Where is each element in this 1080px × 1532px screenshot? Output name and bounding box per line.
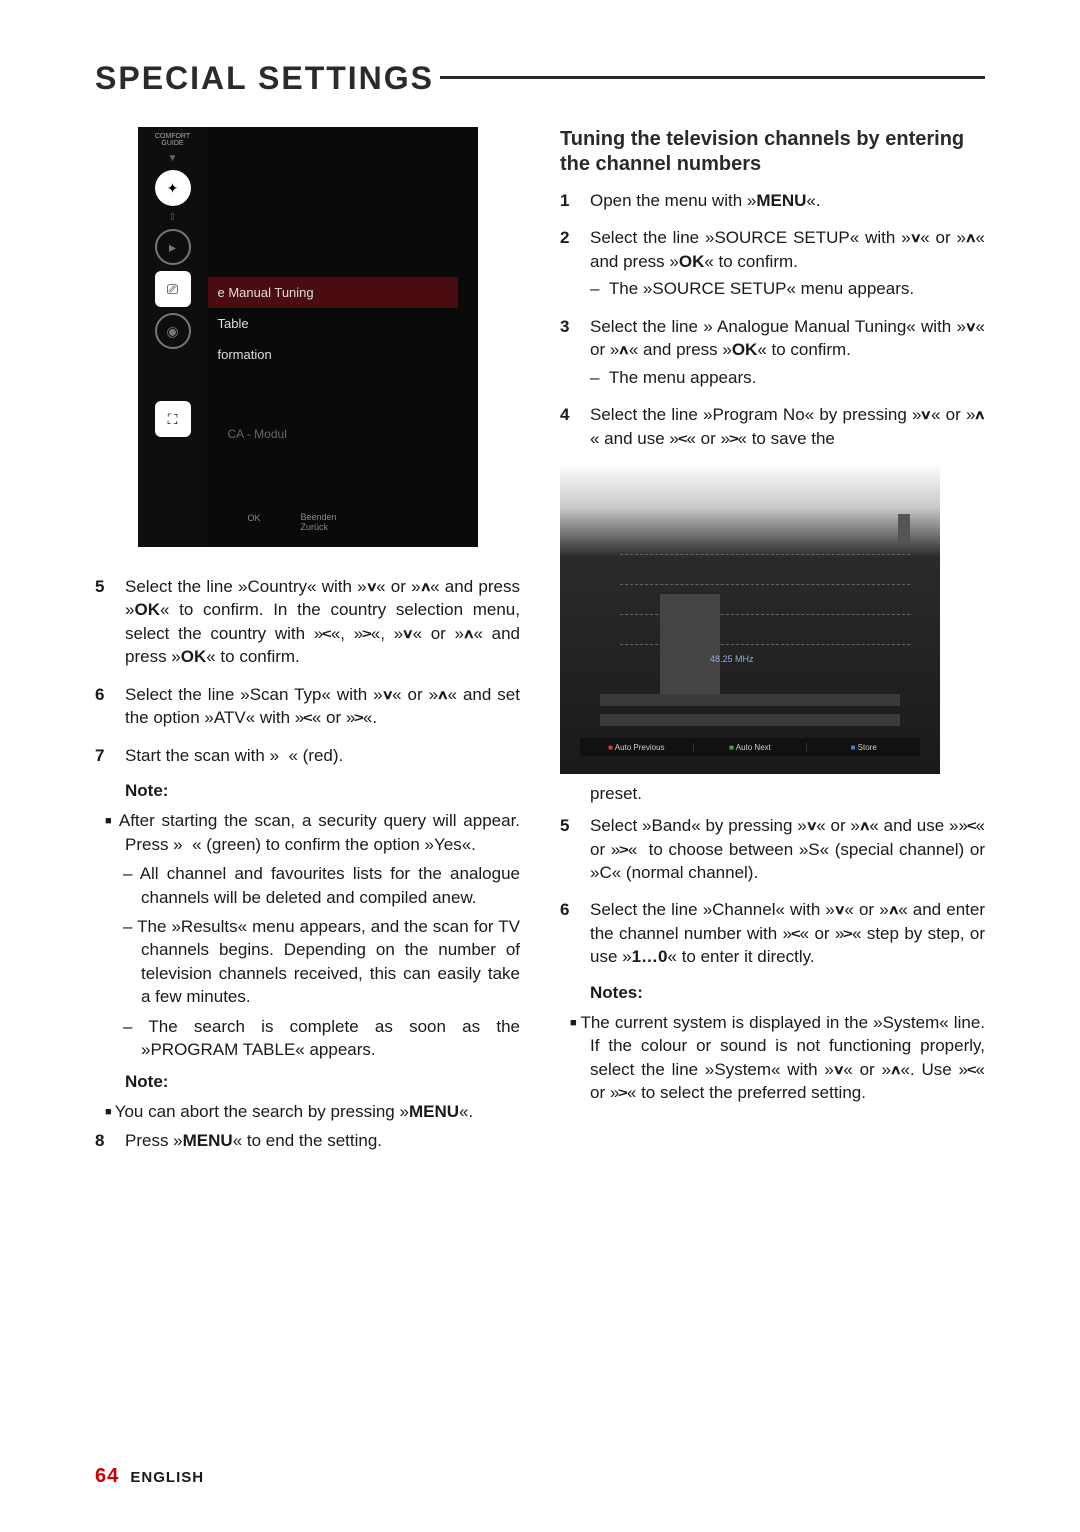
tv1-menu-panel: e Manual Tuning Table formation [208, 277, 458, 370]
menu-item-information: formation [208, 339, 458, 370]
source-icon: ⎚ [155, 271, 191, 307]
step-number: 5 [560, 814, 576, 884]
step-7: 7 Start the scan with » « (red). [95, 744, 520, 767]
step-8: 8 Press »MENU« to end the setting. [95, 1129, 520, 1152]
note-bullet: After starting the scan, a security quer… [125, 809, 520, 856]
frequency-label: 48.25 MHz [710, 654, 754, 664]
bar-indicator [898, 514, 910, 544]
step-6: 6 Select the line »Scan Typ« with »∨« or… [95, 683, 520, 730]
zuruck-label: Zurück [301, 522, 329, 532]
step-2: 2 Select the line »SOURCE SETUP« with »∨… [560, 226, 985, 300]
tv2-bottom-bar: ■ Auto Previous ■ Auto Next ■ Store [580, 738, 920, 756]
step-1: 1 Open the menu with »MENU«. [560, 189, 985, 212]
preset-continuation: preset. [590, 784, 985, 804]
step-number: 3 [560, 315, 576, 389]
page-title: SPECIAL SETTINGS [95, 60, 434, 97]
step-6r: 6 Select the line »Channel« with »∨« or … [560, 898, 985, 968]
menu-item-table: Table [208, 308, 458, 339]
comfort-guide-label: COMFORT GUIDE [155, 133, 190, 147]
page-number: 64 [95, 1465, 119, 1487]
note-bullet: You can abort the search by pressing »ME… [125, 1100, 520, 1123]
note-dash: The search is complete as soon as the »P… [141, 1015, 520, 1062]
right-column: Tuning the television channels by enteri… [560, 127, 985, 1167]
step-text: Select the line »Channel« with »∨« or »∧… [590, 898, 985, 968]
auto-previous-button: ■ Auto Previous [580, 743, 694, 752]
step-text: Select »Band« by pressing »∨« or »∧« and… [590, 814, 985, 884]
step-text: Start the scan with » « (red). [125, 744, 520, 767]
step-number: 6 [560, 898, 576, 968]
auto-next-button: ■ Auto Next [694, 743, 808, 752]
step-text: Select the line »Country« with »∨« or »∧… [125, 575, 520, 669]
beenden-label: Beenden [301, 512, 337, 522]
tv1-sidebar: COMFORT GUIDE ▼ ✦ ⇧ ▸ ⎚ ◉ ⛶ [138, 127, 208, 547]
notes-heading: Notes: [590, 983, 985, 1003]
footer-lang: ENGLISH [130, 1469, 204, 1486]
section-subhead: Tuning the television channels by enteri… [560, 127, 985, 177]
tv1-footer: OK Beenden Zurück [248, 513, 337, 533]
note-dash: The »Results« menu appears, and the scan… [141, 915, 520, 1009]
step-text: Press »MENU« to end the setting. [125, 1129, 520, 1152]
step-5: 5 Select the line »Country« with »∨« or … [95, 575, 520, 669]
step-number: 1 [560, 189, 576, 212]
note-heading: Note: [125, 1072, 520, 1092]
title-underline [440, 76, 985, 79]
tv-menu-screenshot-1: COMFORT GUIDE ▼ ✦ ⇧ ▸ ⎚ ◉ ⛶ e Manual Tun… [138, 127, 478, 547]
step-5r: 5 Select »Band« by pressing »∨« or »∧« a… [560, 814, 985, 884]
note-dash: All channel and favourites lists for the… [141, 862, 520, 909]
ok-label: OK [248, 513, 261, 533]
step-number: 7 [95, 744, 111, 767]
picture-icon: ⛶ [155, 401, 191, 437]
store-button: ■ Store [807, 743, 920, 752]
ca-modul-label: CA - Modul [228, 427, 287, 441]
page-title-row: SPECIAL SETTINGS [95, 60, 985, 97]
tv-menu-screenshot-2: 48.25 MHz ■ Auto Previous ■ Auto Next ■ … [560, 464, 940, 774]
left-column: COMFORT GUIDE ▼ ✦ ⇧ ▸ ⎚ ◉ ⛶ e Manual Tun… [95, 127, 520, 1167]
menu-item-manual-tuning: e Manual Tuning [208, 277, 458, 308]
bar [660, 594, 720, 694]
arrow-up-icon: ⇧ [168, 212, 176, 223]
step-text: Select the line »Program No« by pressing… [590, 403, 985, 450]
notes-bullet: The current system is displayed in the »… [590, 1011, 985, 1105]
record-icon: ◉ [155, 313, 191, 349]
note-heading: Note: [125, 781, 520, 801]
gridline [620, 584, 910, 585]
step-4: 4 Select the line »Program No« by pressi… [560, 403, 985, 450]
step-number: 4 [560, 403, 576, 450]
step-number: 5 [95, 575, 111, 669]
step-3: 3 Select the line » Analogue Manual Tuni… [560, 315, 985, 389]
content-columns: COMFORT GUIDE ▼ ✦ ⇧ ▸ ⎚ ◉ ⛶ e Manual Tun… [95, 127, 985, 1167]
play-icon: ▸ [155, 229, 191, 265]
page-footer: 64 ENGLISH [95, 1465, 204, 1488]
slider-track [600, 714, 900, 726]
step-text: Select the line »Scan Typ« with »∨« or »… [125, 683, 520, 730]
settings-icon: ✦ [155, 170, 191, 206]
step-text: Select the line »SOURCE SETUP« with »∨« … [590, 226, 985, 300]
step-number: 2 [560, 226, 576, 300]
step-text: Open the menu with »MENU«. [590, 189, 985, 212]
gridline [620, 554, 910, 555]
step-number: 6 [95, 683, 111, 730]
step-number: 8 [95, 1129, 111, 1152]
step-text: Select the line » Analogue Manual Tuning… [590, 315, 985, 389]
chevron-down-icon: ▼ [168, 153, 178, 164]
slider-track [600, 694, 900, 706]
